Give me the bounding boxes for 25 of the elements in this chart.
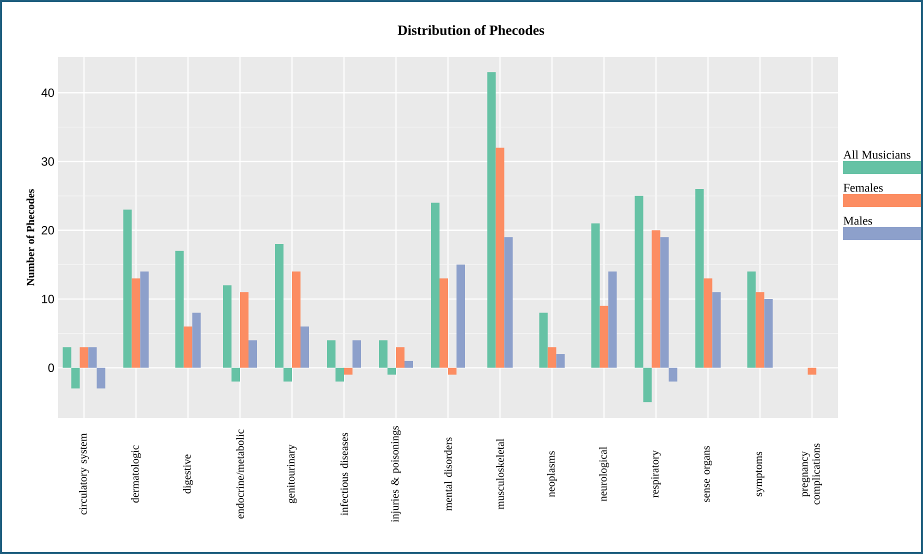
text: All Musicians — [843, 150, 910, 159]
x-tick-label: infectious diseases — [340, 432, 348, 516]
x-tick-label: respiratory — [651, 450, 661, 498]
chart-title: Distribution of Phecodes — [398, 24, 544, 36]
x-tick-label: mental disorders — [444, 437, 452, 511]
x-tick-label: genitourinary — [287, 444, 297, 504]
x-tick-label: sense organs — [704, 446, 712, 502]
x-tick-label: digestive — [183, 454, 193, 494]
y-tick-label: 0 — [48, 364, 54, 372]
y-tick-label: 40 — [41, 88, 54, 97]
x-tick-label: circulatory system — [79, 433, 89, 515]
text: Females — [844, 183, 883, 192]
y-tick-label: 30 — [42, 157, 54, 166]
x-tick-label: dermatologic — [131, 445, 141, 503]
x-tick-label: injuries & poisonings — [391, 426, 401, 522]
text: Males — [844, 216, 872, 225]
x-tick-label: symptoms — [756, 452, 764, 496]
y-tick-label: 20 — [42, 226, 54, 235]
x-tick-label: neurological — [599, 446, 610, 502]
x-tick-label: neoplasms — [547, 451, 557, 497]
y-axis-title: Number of Phecodes — [26, 189, 34, 286]
x-tick-label: endocrine/metabolic — [236, 429, 244, 519]
x-tick-label: pregnancy complications — [802, 444, 822, 504]
y-tick-label: 10 — [42, 294, 54, 304]
x-tick-label: musculoskeletal — [496, 438, 504, 510]
